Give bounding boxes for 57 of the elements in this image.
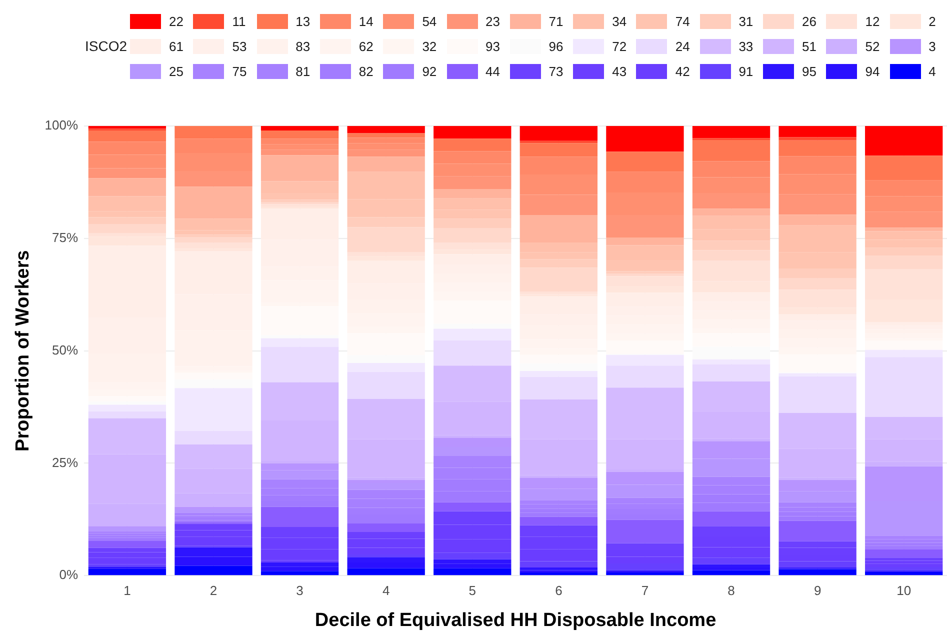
legend-label: 72	[612, 39, 627, 54]
y-tick-label: 100%	[44, 118, 78, 133]
legend-label: 54	[422, 14, 437, 29]
legend-label: 33	[738, 39, 754, 54]
legend-label: 93	[486, 39, 500, 54]
legend-label: 3	[928, 39, 936, 54]
legend-label: 25	[169, 64, 184, 79]
legend-label: 71	[548, 14, 564, 29]
x-tick-label: 6	[555, 582, 562, 598]
legend-label: 34	[612, 14, 627, 29]
x-tick-label: 2	[210, 582, 218, 598]
y-axis-title: Proportion of Workers	[12, 250, 34, 452]
legend-label: 11	[232, 14, 246, 29]
legend-label: 32	[422, 39, 437, 54]
x-tick-label: 5	[468, 582, 476, 598]
legend-label: 31	[738, 14, 754, 29]
x-tick-label: 10	[896, 582, 912, 598]
x-axis-title: Decile of Equivalised HH Disposable Income	[314, 610, 716, 631]
legend-label: 81	[296, 64, 310, 79]
legend-label: 95	[802, 64, 816, 79]
legend-label: 42	[675, 64, 690, 79]
legend-label: 62	[358, 39, 374, 54]
legend-label: 96	[548, 39, 564, 54]
legend-label: 75	[232, 64, 247, 79]
legend-label: 94	[865, 64, 880, 79]
legend-label: 2	[928, 14, 936, 29]
legend-label: 23	[486, 14, 500, 29]
x-tick-label: 9	[814, 582, 822, 598]
legend-label: 24	[675, 39, 690, 54]
legend-title: ISCO2	[85, 38, 128, 54]
legend-label: 53	[232, 39, 247, 54]
legend-label: 22	[169, 14, 184, 29]
x-tick-label: 1	[124, 582, 131, 598]
x-tick-label: 7	[641, 582, 649, 598]
legend-label: 91	[738, 64, 754, 79]
legend-label: 92	[422, 64, 437, 79]
y-tick-label: 25%	[52, 454, 78, 470]
legend-label: 44	[486, 64, 500, 79]
legend-label: 83	[296, 39, 310, 54]
legend-label: 4	[928, 64, 936, 79]
legend-label: 82	[358, 64, 374, 79]
legend-label: 61	[169, 39, 184, 54]
legend-label: 51	[802, 39, 816, 54]
legend-label: 12	[865, 14, 880, 29]
legend-label: 13	[296, 14, 310, 29]
legend-label: 73	[548, 64, 564, 79]
legend-label: 74	[675, 14, 690, 29]
x-tick-label: 3	[296, 582, 304, 598]
y-tick-label: 50%	[52, 342, 78, 358]
x-tick-label: 4	[382, 582, 390, 598]
legend-label: 14	[358, 14, 374, 29]
legend-label: 52	[865, 39, 880, 54]
x-tick-label: 8	[728, 582, 735, 598]
legend-label: 43	[612, 64, 627, 79]
y-tick-label: 0%	[59, 567, 78, 582]
legend-label: 26	[802, 14, 816, 29]
y-tick-label: 75%	[52, 230, 78, 245]
